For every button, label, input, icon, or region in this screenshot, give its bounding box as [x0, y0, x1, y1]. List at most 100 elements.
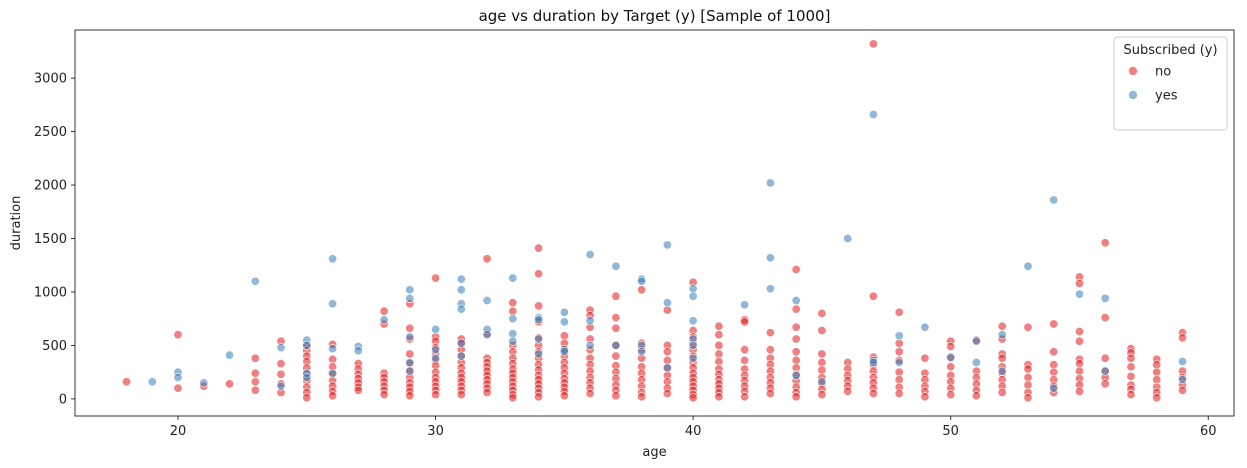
data-point-no — [688, 393, 698, 403]
data-point-no — [740, 355, 750, 365]
data-point-yes — [585, 340, 595, 350]
data-point-no — [405, 391, 415, 401]
data-point-no — [817, 390, 827, 400]
data-point-no — [791, 355, 801, 365]
data-point-yes — [868, 357, 878, 367]
data-point-yes — [688, 291, 698, 301]
data-point-yes — [405, 285, 415, 295]
data-point-no — [585, 388, 595, 398]
data-point-yes — [1178, 375, 1188, 385]
data-point-no — [714, 330, 724, 340]
data-point-no — [740, 345, 750, 355]
data-point-no — [1049, 319, 1059, 329]
data-point-no — [1152, 393, 1162, 403]
data-point-no — [662, 355, 672, 365]
data-point-yes — [920, 322, 930, 332]
legend-label-yes: yes — [1155, 89, 1178, 104]
data-point-no — [946, 390, 956, 400]
data-point-no — [508, 393, 518, 403]
data-point-yes — [662, 240, 672, 250]
data-point-no — [946, 341, 956, 351]
x-tick-label: 60 — [1200, 424, 1217, 439]
legend: Subscribed (y) no yes — [1113, 36, 1228, 131]
data-point-yes — [765, 284, 775, 294]
data-point-no — [508, 306, 518, 316]
data-point-no — [250, 368, 260, 378]
data-point-yes — [482, 295, 492, 305]
data-point-no — [611, 391, 621, 401]
data-point-no — [534, 301, 544, 311]
data-point-yes — [302, 340, 312, 350]
data-point-yes — [431, 353, 441, 363]
data-point-no — [508, 298, 518, 308]
data-point-yes — [740, 300, 750, 310]
data-point-no — [225, 379, 235, 389]
data-point-yes — [456, 274, 466, 284]
data-point-no — [482, 254, 492, 264]
data-point-yes — [1075, 289, 1085, 299]
data-point-no — [791, 392, 801, 402]
data-point-yes — [688, 340, 698, 350]
data-point-yes — [534, 315, 544, 325]
data-point-no — [1152, 360, 1162, 370]
data-point-no — [920, 353, 930, 363]
data-point-yes — [688, 353, 698, 363]
data-point-no — [611, 351, 621, 361]
data-point-no — [971, 391, 981, 401]
data-point-yes — [405, 366, 415, 376]
data-point-no — [1100, 313, 1110, 323]
data-point-no — [559, 331, 569, 341]
data-point-yes — [405, 293, 415, 303]
data-point-yes — [1023, 261, 1033, 271]
data-point-yes — [765, 178, 775, 188]
data-point-no — [765, 328, 775, 338]
data-point-yes — [1049, 383, 1059, 393]
data-point-no — [353, 385, 363, 395]
y-tick-label: 500 — [42, 339, 67, 354]
y-axis-ticks: 0 500 1000 1500 2000 2500 3000 — [34, 72, 75, 407]
data-point-no — [637, 285, 647, 295]
y-tick-label: 2000 — [34, 179, 67, 194]
data-point-no — [1075, 386, 1085, 396]
data-point-no — [173, 383, 183, 393]
data-point-no — [714, 321, 724, 331]
data-point-no — [1075, 359, 1085, 369]
data-point-no — [379, 306, 389, 316]
data-point-no — [1126, 362, 1136, 372]
data-point-no — [1152, 375, 1162, 385]
data-point-yes — [611, 261, 621, 271]
data-point-no — [1126, 390, 1136, 400]
data-point-no — [868, 291, 878, 301]
data-point-yes — [405, 357, 415, 367]
data-point-no — [817, 325, 827, 335]
data-point-yes — [817, 377, 827, 387]
data-point-yes — [765, 253, 775, 263]
data-point-no — [1100, 353, 1110, 363]
data-point-yes — [508, 329, 518, 339]
data-point-yes — [637, 347, 647, 357]
data-point-no — [894, 388, 904, 398]
data-point-no — [173, 330, 183, 340]
data-point-no — [868, 39, 878, 49]
y-tick-label: 2500 — [34, 125, 67, 140]
data-point-no — [791, 322, 801, 332]
data-point-no — [405, 323, 415, 333]
data-point-no — [456, 390, 466, 400]
data-point-no — [817, 365, 827, 375]
data-point-yes — [276, 343, 286, 353]
data-point-yes — [250, 276, 260, 286]
legend-marker-yes — [1128, 90, 1138, 100]
data-point-yes — [431, 345, 441, 355]
data-point-no — [328, 391, 338, 401]
data-point-no — [611, 323, 621, 333]
data-point-no — [946, 362, 956, 372]
y-axis-label: duration — [9, 196, 24, 251]
data-point-no — [559, 391, 569, 401]
points-layer — [122, 39, 1188, 403]
data-point-no — [431, 390, 441, 400]
x-tick-label: 40 — [685, 424, 702, 439]
data-point-no — [1075, 278, 1085, 288]
data-point-no — [868, 388, 878, 398]
data-point-yes — [508, 314, 518, 324]
